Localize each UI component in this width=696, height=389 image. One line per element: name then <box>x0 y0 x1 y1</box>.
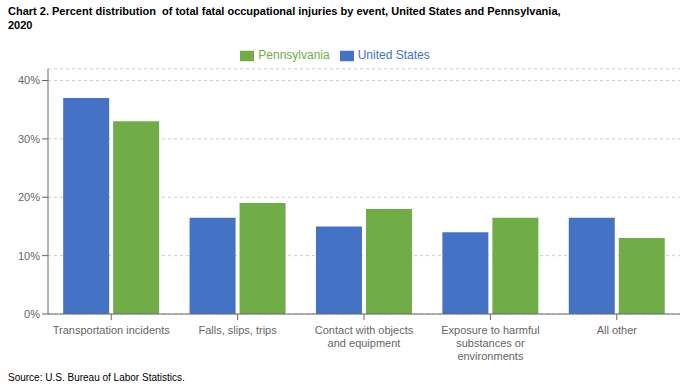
html-text:Source: U.S. Bureau of Labor S: Source: U.S. Bureau of Labor Statistics. <box>8 372 185 383</box>
svg-text:Falls, slips, trips: Falls, slips, trips <box>198 324 277 336</box>
svg-text:20%: 20% <box>18 191 40 203</box>
svg-text:10%: 10% <box>18 250 40 262</box>
html-text:Pennsylvania: Pennsylvania <box>258 48 330 62</box>
html-text:Chart 2. Percent distribution: Chart 2. Percent distribution of total f… <box>8 5 561 17</box>
svg-text:All other: All other <box>597 324 638 336</box>
html-text:2020: 2020 <box>8 19 33 31</box>
svg-text:30%: 30% <box>18 133 40 145</box>
svg-text:0%: 0% <box>24 308 40 320</box>
svg-text:Contact with objectsand equipm: Contact with objectsand equipment <box>315 324 414 349</box>
svg-text:40%: 40% <box>18 74 40 86</box>
svg-text:Transportation incidents: Transportation incidents <box>53 324 170 336</box>
svg-text:Exposure to harmfulsubstances: Exposure to harmfulsubstances orenvironm… <box>441 324 539 362</box>
html-text:United States: United States <box>357 48 430 62</box>
